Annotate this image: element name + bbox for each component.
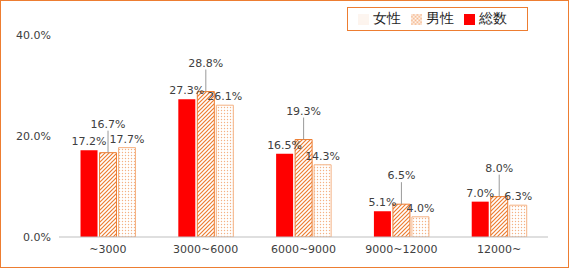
svg-text:17.2%: 17.2% <box>72 135 107 148</box>
svg-text:8.0%: 8.0% <box>485 162 513 175</box>
svg-text:26.1%: 26.1% <box>207 90 242 103</box>
svg-text:16.7%: 16.7% <box>91 118 126 131</box>
svg-text:0.0%: 0.0% <box>23 231 51 244</box>
svg-text:20.0%: 20.0% <box>16 130 51 143</box>
html-text:男性: 男性 <box>426 10 454 26</box>
svg-text:17.7%: 17.7% <box>110 133 145 146</box>
svg-text:27.3%: 27.3% <box>169 84 204 97</box>
svg-text:19.3%: 19.3% <box>286 105 321 118</box>
html-text:総数: 総数 <box>479 10 507 26</box>
svg-text:40.0%: 40.0% <box>16 29 51 42</box>
svg-text:5.1%: 5.1% <box>368 196 396 209</box>
svg-text:9000~12000: 9000~12000 <box>365 243 437 256</box>
svg-text:16.5%: 16.5% <box>267 139 302 152</box>
svg-text:~3000: ~3000 <box>89 243 126 256</box>
svg-text:7.0%: 7.0% <box>466 187 494 200</box>
svg-text:14.3%: 14.3% <box>305 150 340 163</box>
svg-text:28.8%: 28.8% <box>188 57 223 70</box>
svg-text:3000~6000: 3000~6000 <box>173 243 238 256</box>
html-text:女性: 女性 <box>373 10 401 26</box>
svg-text:12000~: 12000~ <box>477 243 521 256</box>
svg-text:6.3%: 6.3% <box>504 190 532 203</box>
svg-text:6000~9000: 6000~9000 <box>271 243 336 256</box>
svg-text:6.5%: 6.5% <box>387 169 415 182</box>
svg-text:4.0%: 4.0% <box>406 202 434 215</box>
